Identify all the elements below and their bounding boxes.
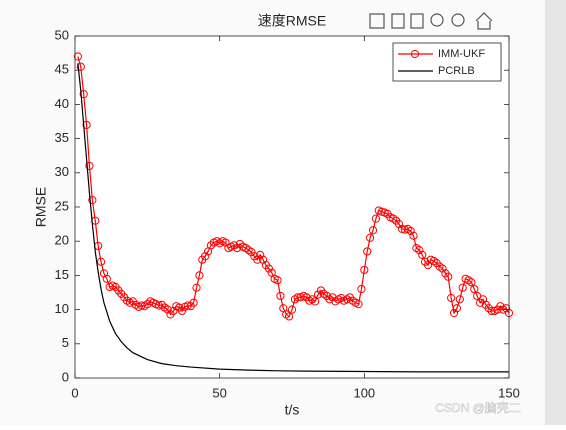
x-tick-label: 150 [498,385,520,400]
data-point [143,300,152,309]
data-point [163,305,172,314]
plot: 0 50 100 150 0 5 10 15 20 25 30 35 40 45 50 IMM-UKF PCRL… [55,27,520,400]
data-point [82,120,91,130]
legend-marker [410,49,420,59]
data-point [137,301,146,310]
y-axis-label: RMSE [33,187,49,227]
data-point [409,231,418,240]
data-point [470,284,479,294]
data-point [487,306,496,316]
data-point [418,250,427,259]
data-point [73,52,82,61]
data-point [287,305,297,314]
y-tick-label: 15 [55,267,69,282]
home-icon[interactable] [475,12,493,30]
data-point [253,255,262,264]
data-point [363,247,372,256]
y-tick-label: 20 [55,233,69,248]
zoom-out-icon[interactable] [451,13,465,27]
tool-icon[interactable] [369,13,385,29]
data-point [85,161,94,171]
data-point [360,265,369,275]
y-tick-label: 0 [62,369,69,384]
data-point [452,304,462,313]
data-point [447,293,456,303]
data-point [467,278,476,287]
axes-box [74,35,510,379]
data-point [337,293,346,303]
data-point [438,264,447,273]
data-point [406,226,415,236]
data-point [157,300,166,309]
data-point [377,207,386,216]
x-tick-label: 100 [353,385,375,400]
x-axis-label: t/s [285,402,300,418]
data-point [285,312,294,321]
data-point [357,284,366,294]
y-tick-label: 50 [55,27,69,42]
data-point [88,196,97,205]
data-point [311,297,320,306]
data-point [368,226,378,235]
tool-icon[interactable] [391,13,405,29]
data-point [366,233,375,242]
data-point [293,293,302,302]
data-point [328,293,337,302]
data-point [206,241,216,250]
data-point [230,241,239,250]
data-point [444,272,453,281]
data-point [458,283,467,292]
data-point [400,225,409,234]
data-point [264,264,273,273]
data-point [397,224,407,233]
data-point [313,290,323,299]
data-point [192,283,201,292]
data-point [455,295,464,304]
data-point [247,248,256,257]
y-tick-label: 25 [55,198,69,213]
y-tick-label: 40 [55,96,69,111]
data-point [256,250,265,259]
legend-label: PCRLB [438,65,475,77]
y-tick-label: 35 [55,130,69,145]
data-point [235,239,245,249]
window-edge [545,0,566,425]
data-point [195,271,204,280]
data-point [276,291,285,301]
data-point [177,306,187,316]
zoom-in-icon[interactable] [430,13,444,27]
data-point [449,308,459,318]
series-line [77,63,509,373]
chart-title: 速度RMSE [258,13,326,29]
data-point [415,245,424,255]
data-point [102,274,111,283]
data-point [154,301,164,310]
toolbar[interactable] [369,12,493,30]
x-tick-label: 50 [212,385,226,400]
data-point [232,243,242,253]
legend-box [392,42,502,82]
y-tick-label: 10 [55,301,69,316]
data-point [189,298,198,307]
legend-label: IMM-UKF [438,48,485,60]
data-point [394,220,404,229]
data-point [354,300,363,309]
y-tick-label: 30 [55,164,69,179]
watermark: CSDN @脑壳二 [435,401,521,415]
axes-background [75,36,509,378]
data-point [371,214,381,223]
data-point [273,276,282,285]
data-point [79,90,88,99]
x-tick-label: 0 [71,385,78,400]
y-tick-label: 45 [55,62,69,77]
data-point [76,62,85,71]
tool-icon[interactable] [410,13,424,29]
data-point [96,257,106,266]
y-tick-label: 5 [62,335,69,350]
data-point [502,304,511,313]
data-point [201,252,210,261]
